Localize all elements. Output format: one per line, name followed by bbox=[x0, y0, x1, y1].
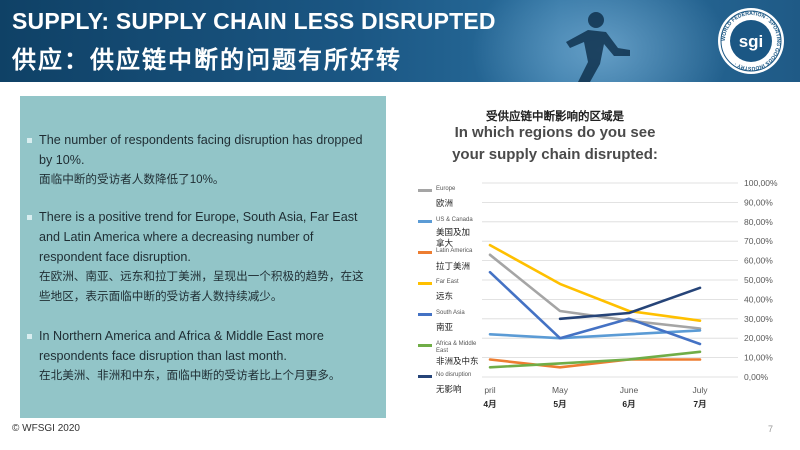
chart-title-chinese: 受供应链中断影响的区域是 bbox=[486, 111, 624, 123]
bullet-item: The number of respondents facing disrupt… bbox=[20, 130, 386, 190]
copyright-text: © WFSGI 2020 bbox=[12, 423, 80, 434]
y-tick-label: 70,00% bbox=[744, 236, 773, 246]
y-tick-label: 80,00% bbox=[744, 217, 773, 227]
legend-swatch bbox=[418, 375, 432, 378]
sprinter-silhouette bbox=[566, 12, 630, 82]
legend-swatch bbox=[418, 344, 432, 347]
legend-label-chinese: 欧洲 bbox=[436, 198, 454, 208]
legend-swatch bbox=[418, 313, 432, 316]
bullet-text-zh: 在欧洲、南亚、远东和拉丁美洲，呈现出一个积极的趋势，在这些地区，表示面临中断的受… bbox=[39, 270, 364, 303]
legend-swatch bbox=[418, 220, 432, 223]
legend-label-chinese: 拉丁美洲 bbox=[436, 261, 471, 271]
y-tick-label: 60,00% bbox=[744, 256, 773, 266]
y-tick-label: 90,00% bbox=[744, 197, 773, 207]
legend-swatch bbox=[418, 189, 432, 192]
bullet-item: There is a positive trend for Europe, So… bbox=[20, 207, 386, 307]
x-tick-label: July bbox=[692, 385, 708, 395]
legend-label: Africa & Middle East bbox=[436, 341, 477, 354]
legend-label-chinese: 非洲及中东 bbox=[436, 356, 479, 366]
y-tick-label: 20,00% bbox=[744, 333, 773, 343]
logo-text: sgi bbox=[739, 32, 764, 51]
page-title: SUPPLY: SUPPLY CHAIN LESS DISRUPTED bbox=[12, 8, 496, 34]
legend-label: South Asia bbox=[436, 310, 465, 316]
legend-label-chinese: 美国及加拿大 bbox=[436, 227, 471, 248]
legend-label: Europe bbox=[436, 186, 456, 192]
legend-swatch bbox=[418, 251, 432, 254]
series-line-far-east bbox=[488, 243, 702, 323]
legend-label-chinese: 无影响 bbox=[436, 384, 462, 394]
x-tick-label: June bbox=[620, 385, 639, 395]
x-tick-label: pril bbox=[484, 385, 495, 395]
x-tick-label-chinese: 4月 bbox=[483, 399, 496, 409]
bullet-marker bbox=[27, 138, 32, 143]
bullet-text-en: There is a positive trend for Europe, So… bbox=[39, 210, 358, 264]
bullet-text-zh: 在北美洲、非洲和中东，面临中断的受访者比上个月更多。 bbox=[39, 369, 341, 382]
legend-label: No disruption bbox=[436, 372, 472, 378]
series-line-south-asia bbox=[488, 270, 702, 346]
y-tick-label: 10,00% bbox=[744, 353, 773, 363]
bullet-item: In Northern America and Africa & Middle … bbox=[20, 326, 386, 386]
y-tick-label: 50,00% bbox=[744, 275, 773, 285]
x-tick-label-chinese: 7月 bbox=[693, 399, 706, 409]
legend-label: Latin America bbox=[436, 248, 473, 254]
page-title-chinese: 供应：供应链中断的问题有所好转 bbox=[12, 47, 402, 74]
x-tick-label-chinese: 6月 bbox=[622, 399, 635, 409]
legend-label: Far East bbox=[436, 279, 459, 285]
y-tick-label: 40,00% bbox=[744, 294, 773, 304]
series-line-no-disruption bbox=[558, 286, 702, 321]
page-number: 7 bbox=[768, 424, 774, 434]
chart-title: In which regions do you see your supply … bbox=[452, 124, 658, 163]
wfsgi-logo: WORLD FEDERATION · SPORTING GOODS INDUST… bbox=[718, 8, 784, 74]
legend-label-chinese: 南亚 bbox=[436, 322, 454, 332]
y-tick-label: 0,00% bbox=[744, 372, 769, 382]
y-tick-label: 30,00% bbox=[744, 314, 773, 324]
x-tick-label-chinese: 5月 bbox=[553, 399, 566, 409]
bullet-text-en: In Northern America and Africa & Middle … bbox=[39, 329, 324, 363]
summary-panel: The number of respondents facing disrupt… bbox=[20, 96, 386, 418]
y-tick-label: 100,00% bbox=[744, 178, 778, 188]
bullet-marker bbox=[27, 215, 32, 220]
legend-swatch bbox=[418, 282, 432, 285]
bullet-text-en: The number of respondents facing disrupt… bbox=[39, 133, 363, 167]
header-banner: SUPPLY: SUPPLY CHAIN LESS DISRUPTED 供应：供… bbox=[0, 0, 800, 82]
series-line-africa-middle-east bbox=[488, 350, 702, 369]
x-tick-label: May bbox=[552, 385, 569, 395]
series-line-latin-america bbox=[488, 358, 702, 369]
legend-label: US & Canada bbox=[436, 217, 473, 223]
bullet-marker bbox=[27, 334, 32, 339]
bullet-text-zh: 面临中断的受访者人数降低了10%。 bbox=[39, 173, 225, 186]
legend-label-chinese: 远东 bbox=[436, 291, 454, 301]
